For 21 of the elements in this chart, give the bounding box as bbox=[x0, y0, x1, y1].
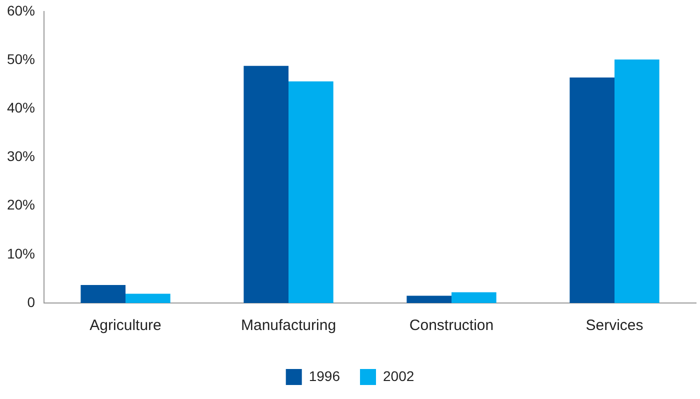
x-tick-label: Manufacturing bbox=[240, 317, 336, 334]
bar bbox=[288, 81, 334, 303]
bar bbox=[244, 66, 289, 303]
y-tick-label: 40% bbox=[6, 99, 36, 116]
bar bbox=[452, 292, 496, 303]
bar bbox=[126, 294, 170, 303]
bar bbox=[570, 77, 615, 303]
x-tick-label: Services bbox=[586, 317, 644, 334]
x-tick-label: Agriculture bbox=[90, 317, 162, 334]
bar bbox=[80, 285, 126, 303]
bar bbox=[406, 296, 452, 303]
y-tick-label: 20% bbox=[6, 196, 36, 213]
y-tick-label: 60% bbox=[6, 2, 36, 18]
y-tick-label: 0 bbox=[27, 294, 36, 310]
y-tick-label: 50% bbox=[6, 50, 36, 67]
legend-label: 2002 bbox=[383, 368, 414, 384]
y-tick-label: 10% bbox=[6, 245, 36, 262]
bar bbox=[614, 60, 660, 303]
legend-label: 1996 bbox=[308, 368, 340, 384]
y-tick-label: 30% bbox=[6, 148, 36, 164]
x-tick-label: Construction bbox=[409, 317, 494, 334]
